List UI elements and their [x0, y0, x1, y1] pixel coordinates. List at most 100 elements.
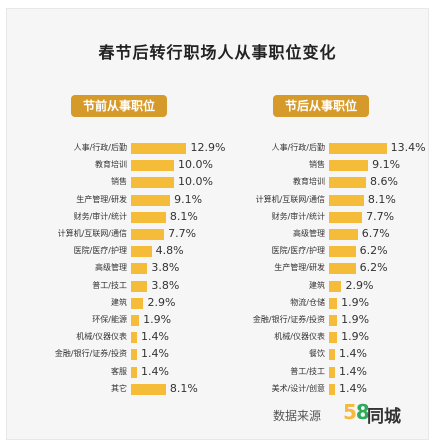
value-label: 1.4% — [141, 347, 169, 361]
bar — [131, 194, 171, 206]
bar — [329, 366, 336, 378]
value-label: 9.1% — [174, 192, 203, 206]
bar — [131, 229, 165, 240]
value-label: 3.8% — [151, 278, 180, 292]
bar — [131, 280, 148, 292]
value-label: 2.9% — [345, 278, 374, 292]
category-label: 人事/行政/后勤 — [73, 143, 127, 152]
category-label: 普工/技工 — [92, 280, 127, 290]
bar — [131, 177, 174, 189]
bar — [329, 194, 364, 206]
category-label: 金融/银行/证券/投资 — [54, 349, 127, 359]
bar — [329, 383, 336, 395]
value-label: 1.9% — [341, 313, 370, 326]
bar — [329, 297, 338, 309]
category-label: 建筑 — [111, 297, 127, 307]
value-label: 1.4% — [141, 364, 169, 378]
chart-card: 春节后转行职场人从事职位变化 节前从事职位 节后从事职位 人事/行政/后勤 12.… — [6, 8, 429, 440]
category-label: 教育培训 — [293, 177, 325, 187]
value-label: 10.0% — [178, 158, 213, 172]
bar — [131, 366, 138, 378]
value-label: 10.0% — [178, 175, 213, 189]
category-label: 金融/银行/证券/投资 — [252, 315, 325, 324]
bar — [329, 177, 366, 189]
category-label: 高级管理 — [95, 263, 127, 273]
data-source-label: 数据来源 — [273, 409, 322, 423]
category-label: 餐饮 — [309, 349, 325, 359]
value-label: 12.9% — [190, 141, 226, 154]
category-label: 环保/能源 — [92, 315, 127, 324]
bar — [329, 160, 369, 172]
bar — [131, 263, 148, 275]
bar — [131, 297, 144, 309]
brand-logo-58: 58 — [343, 400, 370, 424]
value-label: 1.4% — [339, 364, 367, 378]
bar — [329, 315, 338, 326]
category-label: 客服 — [111, 366, 127, 376]
bar — [131, 160, 174, 172]
category-label: 医院/医疗/护理 — [271, 246, 325, 256]
value-label: 6.7% — [361, 227, 390, 240]
value-label: 2.9% — [147, 295, 176, 309]
bar — [329, 246, 356, 258]
bar — [131, 332, 138, 344]
category-label: 销售 — [111, 177, 127, 187]
value-label: 6.2% — [359, 244, 388, 258]
bar — [131, 315, 140, 326]
value-label: 1.4% — [339, 381, 367, 395]
value-label: 4.8% — [155, 244, 184, 258]
value-label: 1.9% — [143, 313, 172, 326]
category-label: 机械/仪器仪表 — [76, 332, 127, 342]
logo-digit-8: 8 — [355, 400, 370, 424]
brand-logo-text: 同城 — [367, 407, 401, 427]
category-label: 人事/行政/后勤 — [271, 143, 325, 152]
bar — [329, 211, 363, 223]
before-festival-chart: 人事/行政/后勤 12.9% 教育培训 10.0% 销售 10.0% 生产管理/研发 9.1%… — [7, 9, 428, 439]
value-label: 1.9% — [341, 295, 370, 309]
value-label: 7.7% — [366, 209, 395, 223]
logo-digit-5: 5 — [343, 400, 357, 424]
bar — [329, 143, 387, 154]
bar — [131, 246, 152, 258]
before-festival-badge: 节前从事职位 — [71, 95, 167, 117]
category-label: 教育培训 — [95, 160, 127, 170]
bar — [329, 280, 342, 292]
value-label: 8.1% — [169, 381, 198, 395]
category-label: 计算机/互联网/通信 — [255, 194, 325, 204]
category-label: 高级管理 — [293, 229, 325, 238]
category-label: 财务/审计/统计 — [271, 211, 325, 221]
category-label: 计算机/互联网/通信 — [57, 229, 127, 238]
bar — [131, 211, 166, 223]
bar — [329, 229, 358, 240]
bar — [329, 332, 338, 344]
page-title: 春节后转行职场人从事职位变化 — [98, 43, 337, 62]
bar — [329, 349, 336, 361]
after-festival-chart: 人事/行政/后勤 13.4% 销售 9.1% 教育培训 8.6% 计算机/互联网/通信 8.1… — [7, 9, 428, 439]
value-label: 8.1% — [169, 209, 198, 223]
category-label: 销售 — [309, 160, 325, 170]
category-label: 美术/设计/创意 — [271, 383, 325, 393]
category-label: 其它 — [111, 383, 127, 393]
value-label: 7.7% — [168, 227, 197, 240]
bar — [329, 263, 356, 275]
value-label: 3.8% — [151, 261, 180, 275]
category-label: 生产管理/研发 — [274, 263, 325, 273]
category-label: 建筑 — [309, 280, 325, 290]
value-label: 8.1% — [367, 192, 396, 206]
category-label: 财务/审计/统计 — [73, 211, 127, 221]
value-label: 1.4% — [141, 330, 169, 344]
value-label: 9.1% — [372, 158, 401, 172]
bar — [131, 349, 138, 361]
after-festival-badge: 节后从事职位 — [273, 95, 369, 117]
value-label: 8.6% — [369, 175, 398, 189]
value-label: 13.4% — [390, 141, 426, 154]
value-label: 6.2% — [359, 261, 388, 275]
category-label: 物流/仓储 — [290, 297, 325, 307]
value-label: 1.9% — [341, 330, 370, 344]
bar — [131, 383, 166, 395]
value-label: 1.4% — [339, 347, 367, 361]
category-label: 医院/医疗/护理 — [73, 246, 127, 256]
category-label: 生产管理/研发 — [76, 194, 127, 204]
category-label: 普工/技工 — [290, 366, 325, 376]
category-label: 机械/仪器仪表 — [274, 332, 325, 342]
